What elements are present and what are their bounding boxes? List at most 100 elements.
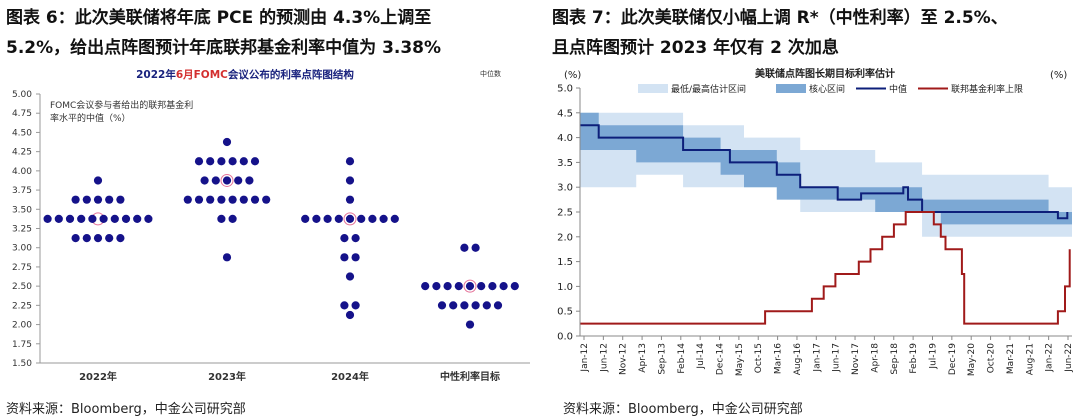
- y-tick-label: 2.0: [557, 232, 573, 243]
- fomc-dot: [334, 214, 343, 223]
- x-tick-label: Jul-14: [696, 343, 706, 370]
- x-tick-label: Mar-21: [1006, 343, 1016, 374]
- dot-plot-chart: 2022年6月FOMC会议公布的利率点阵图结构 中位数 FOMC会议参与者给出的…: [12, 68, 530, 383]
- x-category-label: 2024年: [331, 370, 369, 383]
- x-tick-label: Dec-19: [948, 343, 958, 375]
- fomc-dot: [390, 214, 399, 223]
- fomc-dot: [43, 214, 52, 223]
- y-tick-label: 0.0: [557, 332, 573, 343]
- legend-label-ffr: 联邦基金利率上限: [951, 83, 1023, 95]
- fomc-dot: [194, 195, 204, 204]
- right-heading-line2: 且点阵图预计 2023 年仅有 2 次加息: [552, 38, 839, 58]
- fomc-dot: [65, 214, 75, 223]
- fomc-dot: [449, 301, 458, 310]
- fomc-dot: [77, 214, 86, 223]
- y-tick-label: 3.25: [12, 225, 32, 235]
- fomc-dot: [228, 214, 237, 223]
- x-tick-label: Jan-22: [1045, 343, 1055, 373]
- fomc-dot: [312, 214, 321, 223]
- fomc-dot: [340, 253, 349, 262]
- fomc-dot: [239, 157, 248, 166]
- fomc-dot: [222, 253, 232, 262]
- fomc-dot: [345, 157, 355, 166]
- y-tick-label: 4.25: [12, 148, 32, 158]
- legend: 最低/最高估计区间 核心区间 中值 联邦基金利率上限: [638, 83, 1023, 95]
- fomc-dot: [110, 214, 119, 223]
- fomc-dot: [245, 176, 254, 185]
- fomc-dot: [351, 301, 360, 310]
- fomc-dot: [217, 214, 226, 223]
- x-tick-label: Aug-21: [1025, 343, 1035, 375]
- y-tick-label: 4.75: [12, 109, 32, 119]
- line-chart-title: 美联储点阵图长期目标利率估计: [755, 67, 895, 80]
- x-tick-label: Mar-16: [774, 343, 784, 374]
- y-tick-label: 3.00: [12, 244, 32, 254]
- y-tick-label: 1.75: [12, 340, 32, 350]
- fomc-dot: [211, 176, 220, 185]
- fomc-dot: [239, 195, 248, 204]
- fomc-dot: [351, 253, 360, 262]
- fomc-dot: [99, 214, 108, 223]
- fomc-dot: [54, 214, 63, 223]
- fomc-dot: [144, 214, 153, 223]
- fomc-dot: [345, 272, 355, 281]
- fomc-dot: [194, 157, 204, 166]
- fomc-dot: [116, 195, 125, 204]
- fomc-dot: [340, 301, 349, 310]
- fomc-dot: [250, 195, 260, 204]
- y-tick-label: 4.00: [12, 167, 32, 177]
- x-tick-label: Oct-15: [754, 343, 764, 373]
- fomc-dot: [183, 195, 192, 204]
- fomc-dot: [460, 243, 469, 252]
- fomc-dot: [105, 195, 114, 204]
- legend-swatch-range: [638, 84, 668, 93]
- fomc-dot: [471, 243, 480, 252]
- y-tick-label: 5.0: [557, 84, 573, 95]
- fomc-dot: [471, 301, 480, 310]
- fomc-dot: [200, 176, 209, 185]
- fomc-dot: [217, 195, 226, 204]
- fomc-dot: [432, 282, 441, 291]
- y-tick-label: 4.50: [12, 128, 32, 138]
- fomc-dot: [82, 195, 91, 204]
- left-heading-line2: 5.2%，给出点阵图预计年底联邦基金利率中值为 3.38%: [6, 38, 442, 58]
- x-tick-label: Jul-19: [928, 343, 938, 370]
- y-tick-label: 5.00: [12, 90, 32, 100]
- y-tick-label: 2.25: [12, 301, 32, 311]
- fomc-dot: [93, 234, 103, 243]
- y-tick-label: 3.75: [12, 186, 32, 196]
- x-tick-label: Apr-18: [870, 343, 880, 373]
- fomc-dot: [71, 195, 80, 204]
- x-category-label: 2022年: [79, 370, 117, 383]
- fomc-dot: [482, 301, 491, 310]
- annotation-line2: 率水平的中值（%）: [50, 112, 131, 124]
- unit-left: (%): [564, 70, 581, 81]
- fomc-dot: [379, 214, 388, 223]
- fomc-dot: [368, 214, 377, 223]
- x-category-label: 2023年: [208, 370, 246, 383]
- fomc-dot: [93, 195, 103, 204]
- y-tick-label: 3.5: [557, 158, 573, 169]
- x-tick-label: Jun-12: [599, 343, 609, 373]
- right-source: 资料来源：Bloomberg，中金公司研究部: [563, 402, 803, 417]
- fomc-dot: [323, 214, 332, 223]
- fomc-dot: [116, 234, 125, 243]
- fomc-dot: [345, 214, 355, 223]
- x-tick-label: Jun-22: [1064, 343, 1074, 373]
- y-tick-label: 4.0: [557, 133, 573, 144]
- fomc-dot: [345, 195, 355, 204]
- fomc-dot: [421, 282, 430, 291]
- x-tick-label: Oct-20: [987, 343, 997, 374]
- fomc-dot: [477, 282, 486, 291]
- median-marker: [463, 279, 477, 293]
- rate-estimate-chart: 美联储点阵图长期目标利率估计 (%) (%) 最低/最高估计区间 核心区间 中值…: [557, 67, 1074, 376]
- fomc-dot: [357, 214, 366, 223]
- y-tick-label: 3.50: [12, 205, 32, 215]
- fomc-dot: [222, 176, 232, 185]
- fomc-dot: [71, 234, 80, 243]
- x-tick-label: Nov-17: [851, 343, 861, 375]
- fomc-dot: [493, 301, 503, 310]
- fomc-dot: [345, 310, 355, 320]
- fomc-dot: [206, 157, 215, 166]
- fomc-dot: [82, 234, 91, 243]
